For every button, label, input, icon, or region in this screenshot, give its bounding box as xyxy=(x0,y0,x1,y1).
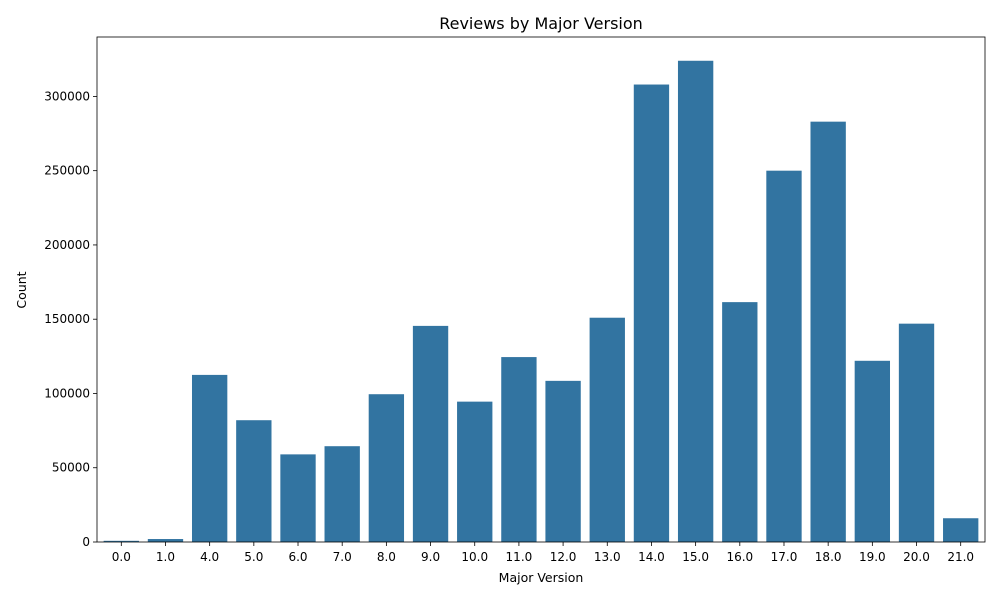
bar-11.0 xyxy=(501,357,537,542)
y-tick-label: 50000 xyxy=(52,461,90,475)
y-tick-label: 100000 xyxy=(44,386,90,400)
bar-5.0 xyxy=(236,420,272,542)
y-tick-label: 250000 xyxy=(44,164,90,178)
x-tick-label: 6.0 xyxy=(288,550,307,564)
bar-8.0 xyxy=(368,394,405,542)
x-tick-label: 14.0 xyxy=(638,550,665,564)
bar-6.0 xyxy=(280,454,316,542)
x-tick-label: 1.0 xyxy=(156,550,175,564)
x-tick-label: 8.0 xyxy=(377,550,396,564)
x-tick-label: 4.0 xyxy=(200,550,219,564)
bar-10.0 xyxy=(457,401,493,542)
x-tick-label: 7.0 xyxy=(333,550,352,564)
y-tick-label: 300000 xyxy=(44,89,90,103)
x-tick-label: 15.0 xyxy=(682,550,709,564)
x-axis-ticks: 0.0 1.0 4.0 5.0 6.0 7.0 8.0 9.0 10.0 11.0 12.0 13.0… xyxy=(112,542,974,564)
x-tick-label: 9.0 xyxy=(421,550,440,564)
y-tick-label: 150000 xyxy=(44,312,90,326)
x-tick-label: 20.0 xyxy=(903,550,930,564)
bar-16.0 xyxy=(722,302,758,543)
x-tick-label: 11.0 xyxy=(506,550,533,564)
x-tick-label: 10.0 xyxy=(461,550,488,564)
bar-12.0 xyxy=(545,380,581,542)
bar-14.0 xyxy=(633,84,670,542)
bar-7.0 xyxy=(324,446,360,542)
x-tick-label: 5.0 xyxy=(244,550,263,564)
x-tick-label: 17.0 xyxy=(771,550,798,564)
x-tick-label: 0.0 xyxy=(112,550,131,564)
y-tick-label: 200000 xyxy=(44,238,90,252)
x-tick-label: 18.0 xyxy=(815,550,842,564)
y-tick-label: 0 xyxy=(82,535,90,549)
x-tick-label: 13.0 xyxy=(594,550,621,564)
x-axis-label: Major Version xyxy=(499,570,584,585)
x-tick-label: 12.0 xyxy=(550,550,577,564)
bar-19.0 xyxy=(854,360,891,542)
x-tick-label: 16.0 xyxy=(726,550,753,564)
bar-9.0 xyxy=(412,325,449,542)
x-tick-label: 19.0 xyxy=(859,550,886,564)
bar-18.0 xyxy=(810,121,846,542)
y-axis-ticks: 0 50000 100000 150000 200000 250000 300000 xyxy=(44,89,97,549)
bars-group xyxy=(103,60,979,543)
bar-15.0 xyxy=(677,60,714,542)
bar-4.0 xyxy=(191,374,228,542)
bar-21.0 xyxy=(943,518,979,542)
y-axis-label: Count xyxy=(14,271,29,308)
plot-frame xyxy=(96,36,986,543)
bar-13.0 xyxy=(589,317,625,542)
chart-title: Reviews by Major Version xyxy=(439,14,643,33)
bar-0.0 xyxy=(103,540,139,542)
bar-1.0 xyxy=(147,539,184,542)
bar-17.0 xyxy=(766,170,802,542)
x-tick-label: 21.0 xyxy=(947,550,974,564)
bar-20.0 xyxy=(898,323,935,542)
